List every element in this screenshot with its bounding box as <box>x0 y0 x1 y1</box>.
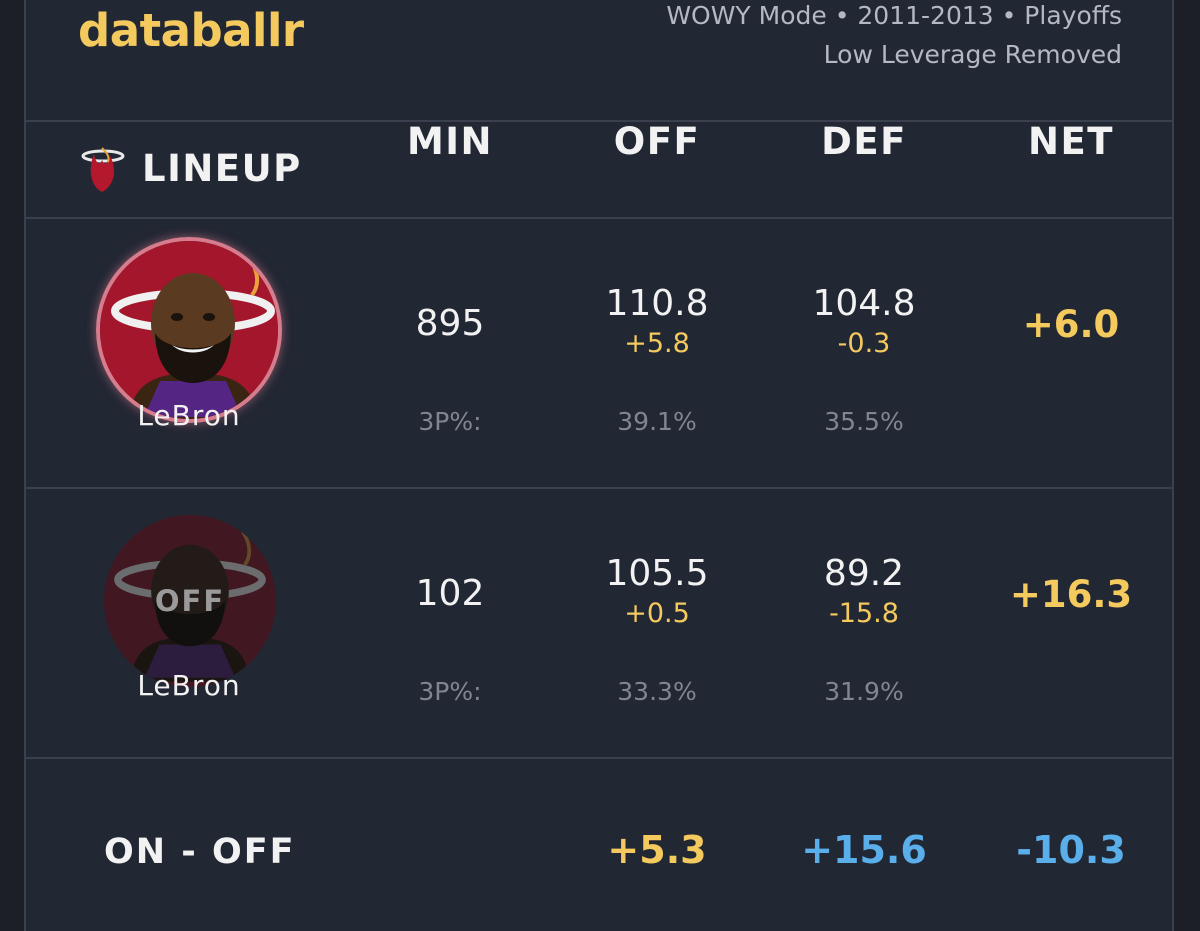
net-cell: +6.0 <box>971 303 1171 346</box>
def-three-pt-pct: 35.5% <box>824 407 904 436</box>
on-off-offense: +5.3 <box>607 828 707 872</box>
minutes-cell: 102 <box>350 573 550 614</box>
filter-line-1: WOWY Mode • 2011-2013 • Playoffs <box>666 1 1122 30</box>
column-header-off: OFF <box>613 120 701 163</box>
three-pt-label: 3P%: <box>418 407 482 436</box>
on-off-net: -10.3 <box>1016 828 1126 872</box>
brand-logo: databallr <box>78 4 304 57</box>
player-avatar-off: OFF <box>104 515 276 687</box>
minutes-value: 102 <box>415 573 485 614</box>
player-photo-icon <box>100 241 278 419</box>
heat-logo-icon <box>81 147 125 192</box>
lineup-header-label: LINEUP <box>142 146 302 190</box>
table-row-off: OFF LeBron 102 105.5 +0.5 89.2 -15.8 +16… <box>26 489 1172 757</box>
defense-cell: 89.2 -15.8 <box>764 553 964 629</box>
net-cell: +16.3 <box>971 573 1171 616</box>
net-rating: +16.3 <box>1009 573 1133 616</box>
divider <box>26 487 1172 489</box>
filter-summary: WOWY Mode • 2011-2013 • Playoffs Low Lev… <box>666 0 1122 74</box>
off-delta: +5.8 <box>624 328 690 359</box>
def-rating: 104.8 <box>812 283 916 324</box>
off-three-pt-pct: 33.3% <box>617 677 697 706</box>
divider <box>26 757 1172 759</box>
column-header-lineup: LINEUP <box>80 142 302 194</box>
off-rating: 110.8 <box>605 283 709 324</box>
offense-cell: 110.8 +5.8 <box>557 283 757 359</box>
def-delta: -0.3 <box>837 328 891 359</box>
three-pt-label: 3P%: <box>418 677 482 706</box>
column-header-min: MIN <box>406 120 494 163</box>
column-header-def: DEF <box>821 120 907 163</box>
off-overlay-label: OFF <box>154 584 226 618</box>
defense-cell: 104.8 -0.3 <box>764 283 964 359</box>
off-three-pt-pct: 39.1% <box>617 407 697 436</box>
off-delta: +0.5 <box>624 598 690 629</box>
player-photo-icon <box>104 515 276 687</box>
off-rating: 105.5 <box>605 553 709 594</box>
minutes-cell: 895 <box>350 303 550 344</box>
card-header: databallr WOWY Mode • 2011-2013 • Playof… <box>26 0 1172 90</box>
player-name: LeBron <box>137 669 241 702</box>
divider <box>26 120 1172 122</box>
filter-line-2: Low Leverage Removed <box>823 40 1122 69</box>
net-rating: +6.0 <box>1022 303 1120 346</box>
table-row-on: LeBron 895 110.8 +5.8 104.8 -0.3 +6.0 3P… <box>26 219 1172 487</box>
wowy-card: databallr WOWY Mode • 2011-2013 • Playof… <box>24 0 1174 931</box>
offense-cell: 105.5 +0.5 <box>557 553 757 629</box>
player-name: LeBron <box>137 399 241 432</box>
def-three-pt-pct: 31.9% <box>824 677 904 706</box>
on-off-label: ON - OFF <box>104 832 296 872</box>
divider <box>26 217 1172 219</box>
def-delta: -15.8 <box>829 598 899 629</box>
def-rating: 89.2 <box>823 553 905 594</box>
minutes-value: 895 <box>415 303 485 344</box>
on-off-defense: +15.6 <box>801 828 927 872</box>
player-avatar <box>96 237 282 423</box>
column-header-net: NET <box>1028 120 1114 163</box>
